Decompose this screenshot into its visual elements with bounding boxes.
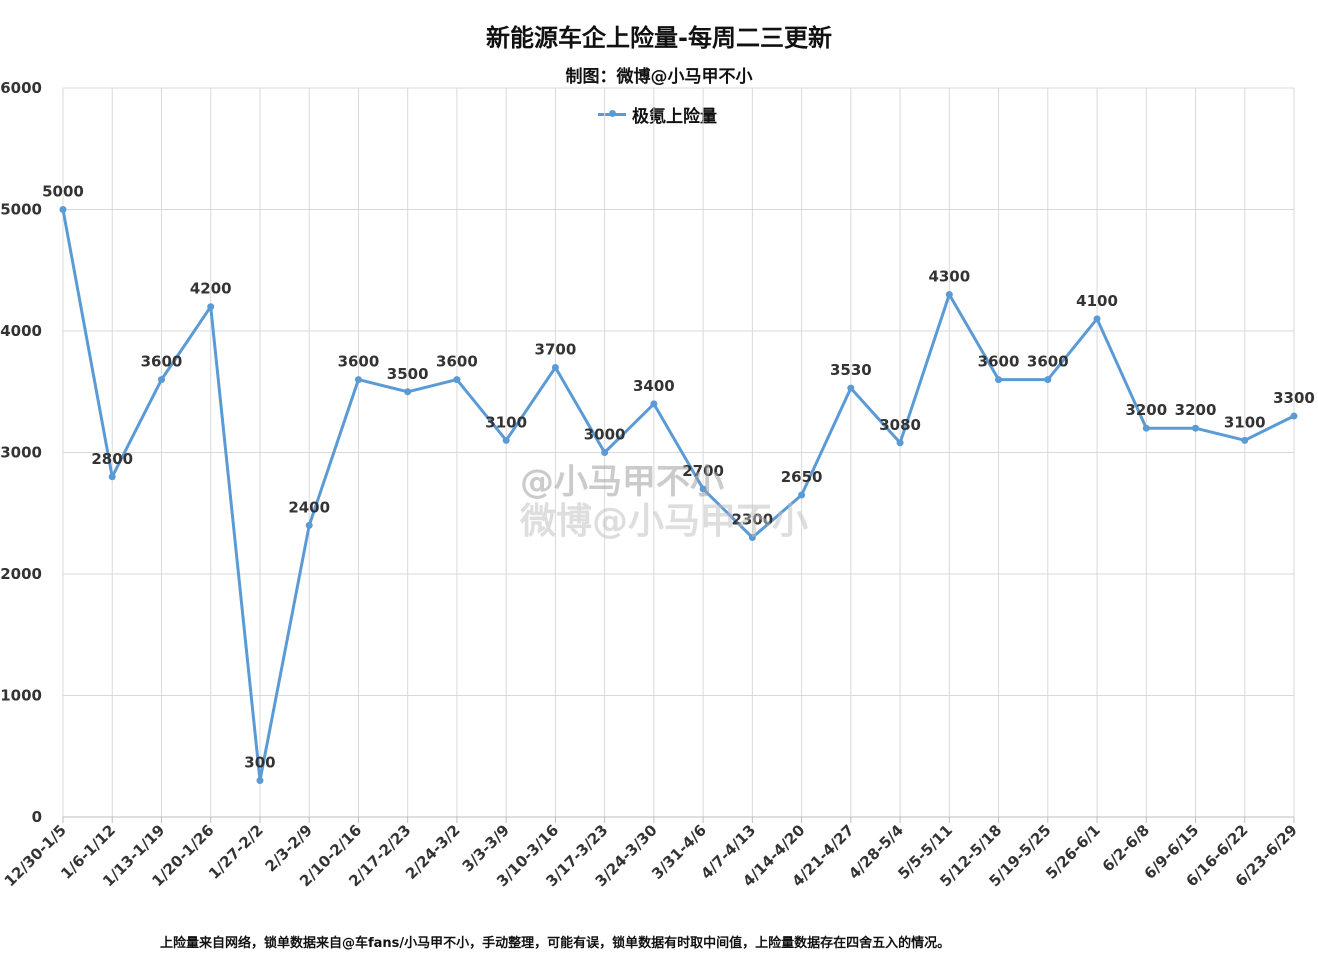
gridlines <box>62 87 1295 817</box>
data-point <box>305 521 313 529</box>
data-labels: 5000 2800 3600 4200 300 2400 3600 3500 3600 3100 3… <box>42 183 1315 772</box>
data-point <box>699 485 707 493</box>
data-label: 2650 <box>781 468 823 486</box>
x-tick-label: 5/26-6/1 <box>1042 821 1104 883</box>
x-tick-label: 1/27-2/2 <box>205 821 267 883</box>
data-label: 3600 <box>1027 353 1069 371</box>
data-point <box>896 439 904 447</box>
y-tick-label: 0 <box>32 808 42 826</box>
data-point <box>404 388 412 396</box>
series-line <box>61 209 1295 782</box>
y-tick-label: 6000 <box>0 79 42 97</box>
data-point <box>207 303 215 311</box>
data-label: 300 <box>244 754 275 772</box>
chart-title: 新能源车企上险量-每周二三更新 <box>486 24 832 52</box>
data-point <box>1290 412 1298 420</box>
data-point <box>650 400 658 408</box>
data-point <box>256 777 264 785</box>
data-label: 3080 <box>879 416 921 434</box>
data-label: 3600 <box>436 353 478 371</box>
data-label: 4300 <box>928 268 970 286</box>
footnote: 上险量来自网络，锁单数据来自@车fans/小马甲不小，手动整理，可能有误，锁单数… <box>160 936 951 951</box>
data-label: 3200 <box>1175 401 1217 419</box>
data-label: 3400 <box>633 377 675 395</box>
data-point <box>354 376 362 384</box>
data-point <box>1241 436 1249 444</box>
data-point <box>995 376 1003 384</box>
data-point <box>108 473 116 481</box>
data-label: 3000 <box>584 426 626 444</box>
data-label: 3600 <box>338 353 380 371</box>
data-label: 3600 <box>978 353 1020 371</box>
legend-label: 极氪上险量 <box>632 106 717 127</box>
data-label: 5000 <box>42 183 84 201</box>
y-tick-label: 1000 <box>0 687 42 705</box>
data-point <box>551 363 559 371</box>
data-label: 2400 <box>288 498 330 516</box>
axes: 010002000300040005000600012/30-1/51/6-1/… <box>0 79 1301 890</box>
data-point <box>1142 424 1150 432</box>
chart-subtitle: 制图：微博@小马甲不小 <box>565 67 753 87</box>
data-label: 3100 <box>485 413 527 431</box>
x-tick-label: 12/30-1/5 <box>1 821 70 890</box>
y-tick-label: 5000 <box>0 201 42 219</box>
series-layer <box>59 206 1298 785</box>
data-point <box>157 376 165 384</box>
data-point <box>748 534 756 542</box>
data-point <box>502 436 510 444</box>
data-label: 3300 <box>1273 389 1315 407</box>
data-point <box>1044 376 1052 384</box>
data-label: 2800 <box>91 450 133 468</box>
data-label: 2300 <box>731 511 773 529</box>
data-point <box>601 449 609 456</box>
data-point <box>1093 315 1101 323</box>
data-point <box>945 291 953 299</box>
data-label: 3530 <box>830 361 872 379</box>
y-tick-label: 3000 <box>0 444 42 462</box>
data-label: 3600 <box>141 353 183 371</box>
y-tick-label: 4000 <box>0 322 42 340</box>
y-tick-label: 2000 <box>0 565 42 583</box>
data-label: 3200 <box>1125 401 1167 419</box>
data-point <box>453 376 461 384</box>
data-label: 4100 <box>1076 292 1118 310</box>
data-label: 4200 <box>190 280 232 298</box>
data-point <box>59 206 67 213</box>
data-point <box>1192 424 1200 432</box>
data-label: 3100 <box>1224 413 1266 431</box>
data-label: 3500 <box>387 365 429 383</box>
x-tick-label: 2/24-3/2 <box>402 821 464 883</box>
data-label: 2700 <box>682 462 724 480</box>
data-point <box>798 491 806 499</box>
data-label: 3700 <box>535 340 577 358</box>
legend: 极氪上险量 <box>598 102 717 127</box>
legend-line-marker-icon <box>598 110 626 117</box>
data-point <box>847 384 855 392</box>
